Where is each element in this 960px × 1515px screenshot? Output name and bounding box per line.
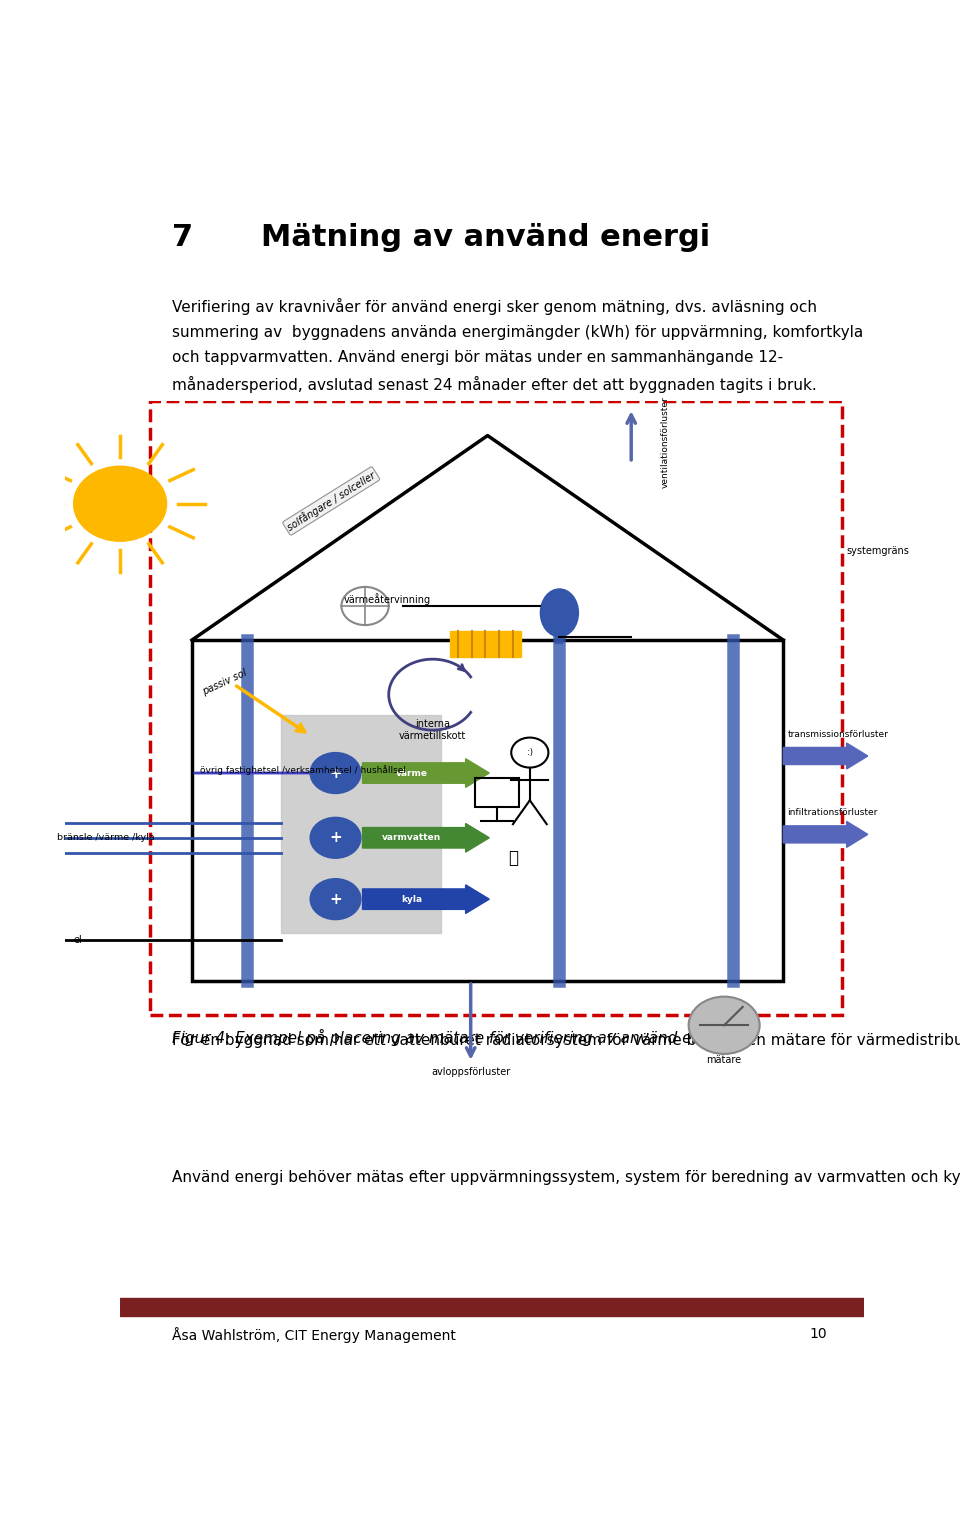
Text: +: + — [329, 830, 342, 845]
Circle shape — [310, 817, 361, 857]
FancyArrow shape — [363, 824, 490, 851]
Bar — [120, 1306, 864, 1315]
Text: varmvatten: varmvatten — [382, 833, 442, 842]
Text: :): :) — [527, 748, 533, 758]
Bar — [475, 779, 518, 807]
Text: Använd energi behöver mätas efter uppvärmningssystem, system för beredning av va: Använd energi behöver mätas efter uppvär… — [172, 1168, 960, 1185]
Text: ventilationsförluster: ventilationsförluster — [660, 397, 670, 488]
Text: avloppsförluster: avloppsförluster — [431, 1067, 511, 1077]
Text: kyla: kyla — [401, 895, 422, 903]
Text: bränsle /värme /kyla: bränsle /värme /kyla — [57, 833, 155, 842]
Text: Åsa Wahlström, CIT Energy Management: Åsa Wahlström, CIT Energy Management — [172, 1327, 456, 1344]
FancyArrow shape — [363, 885, 490, 914]
Circle shape — [310, 753, 361, 794]
Text: För en byggnad som har ett vattenburet radiatorsystem för värme behövs en mätare: För en byggnad som har ett vattenburet r… — [172, 1033, 960, 1048]
Text: Figur 4: Exempel på placering av mätare för verifiering av använd energi.: Figur 4: Exempel på placering av mätare … — [172, 1029, 735, 1045]
Text: +: + — [329, 765, 342, 780]
Text: Mätning av använd energi: Mätning av använd energi — [261, 223, 710, 251]
Text: 7: 7 — [172, 223, 193, 251]
Text: värme: värme — [396, 768, 427, 777]
Bar — [280, 715, 441, 933]
Bar — [449, 632, 521, 658]
Text: mätare: mätare — [707, 1054, 742, 1065]
Bar — [150, 401, 842, 1015]
Text: passiv sol: passiv sol — [201, 667, 248, 697]
Ellipse shape — [540, 589, 578, 636]
Text: solfångare / solceller: solfångare / solceller — [285, 470, 377, 533]
Circle shape — [74, 467, 167, 541]
Text: systemgräns: systemgräns — [847, 547, 909, 556]
Circle shape — [688, 997, 759, 1054]
Text: värmeåtervinning: värmeåtervinning — [344, 592, 431, 604]
Bar — [120, 1298, 864, 1304]
Text: el: el — [74, 935, 83, 945]
Circle shape — [310, 879, 361, 920]
Text: övrig fastighetsel /verksamhetsel / hushållsel: övrig fastighetsel /verksamhetsel / hush… — [201, 765, 406, 776]
Bar — [192, 639, 783, 982]
Text: 10: 10 — [809, 1327, 827, 1341]
FancyArrow shape — [783, 742, 868, 770]
Text: Verifiering av kravnivåer för använd energi sker genom mätning, dvs. avläsning o: Verifiering av kravnivåer för använd ene… — [172, 298, 863, 392]
Text: infiltrationsförluster: infiltrationsförluster — [787, 809, 877, 817]
FancyArrow shape — [783, 821, 868, 847]
Text: interna
värmetillskott: interna värmetillskott — [399, 720, 467, 741]
Text: +: + — [329, 892, 342, 906]
FancyArrow shape — [363, 759, 490, 788]
Text: transmissionsförluster: transmissionsförluster — [787, 730, 888, 739]
Text: 🚿: 🚿 — [508, 850, 518, 867]
